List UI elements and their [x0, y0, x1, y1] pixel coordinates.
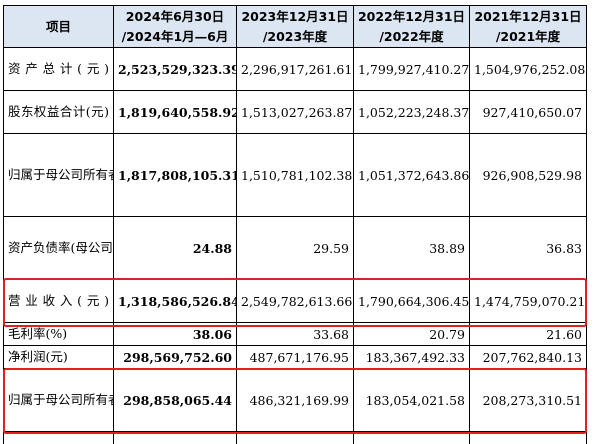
- table-row: 毛利率(%) 38.06 33.68 20.79 21.60: [4, 323, 587, 346]
- row-label: 归属于母公司所有者的净利润(元): [4, 369, 114, 432]
- cell-value: 1,051,372,643.86: [354, 134, 470, 217]
- cell-value: 1,052,223,248.37: [354, 91, 470, 134]
- cell-value: 208,273,310.51: [470, 369, 587, 432]
- cell-value: 1,510,781,102.38: [237, 134, 354, 217]
- cell-value: 1,504,976,252.08: [470, 48, 587, 91]
- cell-value: 1,819,640,558.92: [114, 91, 237, 134]
- header-2024h1: 2024年6月30日/2024年1月—6月: [114, 6, 237, 48]
- cell-value: 1,790,664,306.45: [354, 280, 470, 323]
- cell-value: 487,671,176.95: [237, 346, 354, 369]
- cell-value: 183,054,021.58: [354, 369, 470, 432]
- cell-value: 2,549,782,613.66: [237, 280, 354, 323]
- cell-value: 38.89: [354, 217, 470, 280]
- cell-value: 183,367,492.33: [354, 346, 470, 369]
- row-label: 营业收入(元): [4, 280, 114, 323]
- cell-value: 36.83: [470, 217, 587, 280]
- cell-value: 29.59: [237, 217, 354, 280]
- cell-value: 298,569,752.60: [114, 346, 237, 369]
- header-row: 项目 2024年6月30日/2024年1月—6月 2023年12月31日/202…: [4, 6, 587, 48]
- table-row-cutoff: [4, 432, 587, 444]
- table-row: 营业收入(元) 1,318,586,526.84 2,549,782,613.6…: [4, 280, 587, 323]
- table-row: 股东权益合计(元) 1,819,640,558.92 1,513,027,263…: [4, 91, 587, 134]
- cell-value: 1,799,927,410.27: [354, 48, 470, 91]
- cell-value: 486,321,169.99: [237, 369, 354, 432]
- header-2022: 2022年12月31日/2022年度: [354, 6, 470, 48]
- header-2023: 2023年12月31日/2023年度: [237, 6, 354, 48]
- row-label: 资产负债率(母公司)(%): [4, 217, 114, 280]
- header-2021: 2021年12月31日/2021年度: [470, 6, 587, 48]
- cell-value: 926,908,529.98: [470, 134, 587, 217]
- cell-value: 24.88: [114, 217, 237, 280]
- table-row: 归属于母公司所有者的净利润(元) 298,858,065.44 486,321,…: [4, 369, 587, 432]
- row-label: 归属于母公司所有者的股东权益(元): [4, 134, 114, 217]
- table-row: 资产总计(元) 2,523,529,323.39 2,296,917,261.6…: [4, 48, 587, 91]
- cell-value: 38.06: [114, 323, 237, 346]
- cell-value: 1,474,759,070.21: [470, 280, 587, 323]
- row-label: 股东权益合计(元): [4, 91, 114, 134]
- row-label: 毛利率(%): [4, 323, 114, 346]
- cell-value: 1,817,808,105.31: [114, 134, 237, 217]
- cell-value: 1,513,027,263.87: [237, 91, 354, 134]
- cell-value: 927,410,650.07: [470, 91, 587, 134]
- cell-value: 2,523,529,323.39: [114, 48, 237, 91]
- cell-value: 21.60: [470, 323, 587, 346]
- cell-value: 298,858,065.44: [114, 369, 237, 432]
- cell-value: 2,296,917,261.61: [237, 48, 354, 91]
- header-item: 项目: [4, 6, 114, 48]
- row-label: 资产总计(元): [4, 48, 114, 91]
- table-row: 资产负债率(母公司)(%) 24.88 29.59 38.89 36.83: [4, 217, 587, 280]
- cell-value: 207,762,840.13: [470, 346, 587, 369]
- financial-table: 项目 2024年6月30日/2024年1月—6月 2023年12月31日/202…: [3, 5, 587, 444]
- table-row: 净利润(元) 298,569,752.60 487,671,176.95 183…: [4, 346, 587, 369]
- cell-value: 1,318,586,526.84: [114, 280, 237, 323]
- row-label: 净利润(元): [4, 346, 114, 369]
- table-row: 归属于母公司所有者的股东权益(元) 1,817,808,105.31 1,510…: [4, 134, 587, 217]
- cell-value: 20.79: [354, 323, 470, 346]
- cell-value: 33.68: [237, 323, 354, 346]
